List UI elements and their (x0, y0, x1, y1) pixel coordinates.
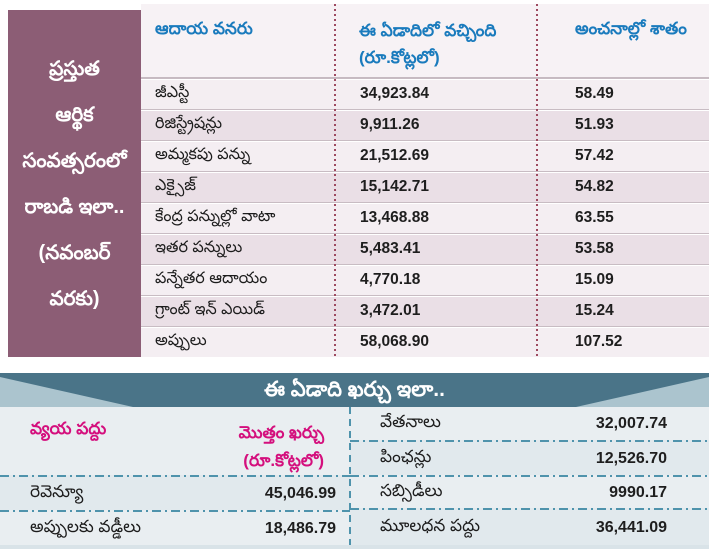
row-amount: 13,468.88 (360, 209, 429, 226)
column-header-received: ఈ ఏడాదిలో వచ్చింది (రూ.కోట్లలో) (335, 4, 537, 77)
sidebar-line: (నవంబర్ (38, 241, 111, 264)
row-value: 18,486.79 (264, 519, 336, 537)
expenditure-left-half: వ్యయ పద్దు మొత్తం ఖర్చు (రూ.కోట్లలో) రెవ… (0, 407, 350, 545)
expenditure-table-body: వ్యయ పద్దు మొత్తం ఖర్చు (రూ.కోట్లలో) రెవ… (0, 407, 709, 545)
table-row: సబ్సిడీలు 9990.17 (350, 477, 709, 508)
row-amount: 21,512.69 (360, 147, 429, 164)
row-percent: 57.42 (575, 147, 614, 164)
row-value: 12,526.70 (595, 449, 667, 467)
row-percent: 63.55 (575, 209, 614, 226)
row-amount: 4,770.18 (360, 271, 421, 288)
row-percent: 53.58 (575, 240, 614, 257)
column-header-received-line1: ఈ ఏడాదిలో వచ్చింది (359, 21, 497, 40)
row-label: కేంద్ర పన్నుల్లో వాటా (155, 208, 276, 225)
revenue-table-content: ఆదాయ వనరు ఈ ఏడాదిలో వచ్చింది (రూ.కోట్లలో… (141, 4, 709, 357)
row-label: పన్నేతర ఆదాయం (155, 270, 268, 287)
column-header-total: మొత్తం ఖర్చు (రూ.కోట్లలో) (239, 407, 350, 475)
row-label: ఎక్సైజ్ (155, 177, 196, 194)
table-row: గ్రాంట్ ఇన్ ఎయిడ్ 3,472.01 15.24 (141, 295, 709, 326)
row-amount: 3,472.01 (360, 302, 421, 319)
table-row: అమ్మకపు పన్ను 21,512.69 57.42 (141, 140, 709, 171)
row-label: అమ్మకపు పన్ను (155, 146, 251, 163)
row-label: అప్పులు (155, 332, 207, 349)
dashdot-separator (0, 510, 350, 512)
table-row: రిజిస్ట్రేషన్లు 9,911.26 51.93 (141, 109, 709, 140)
sidebar-line: ఆర్థిక (55, 103, 94, 126)
row-label: పింఛన్లు (380, 446, 432, 466)
expenditure-left-header: వ్యయ పద్దు మొత్తం ఖర్చు (రూ.కోట్లలో) (0, 407, 350, 475)
sidebar-line: వరకు) (49, 287, 100, 310)
row-value: 32,007.74 (595, 414, 667, 432)
table-row: పింఛన్లు 12,526.70 (350, 442, 709, 475)
expenditure-right-half: వేతనాలు 32,007.74 పింఛన్లు 12,526.70 సబ్… (350, 407, 709, 545)
revenue-sidebar: ప్రస్తుత ఆర్థిక సంవత్సరంలో రాబడి ఇలా.. (… (8, 10, 141, 357)
table-row: ఇతర పన్నులు 5,483.41 53.58 (141, 233, 709, 264)
row-percent: 51.93 (575, 116, 614, 133)
bottom-edge-strip (0, 545, 709, 549)
dotted-column-separator (536, 4, 538, 357)
row-label: ఇతర పన్నులు (155, 239, 243, 256)
column-header-total-unit: (రూ.కోట్లలో) (243, 451, 324, 470)
row-amount: 58,068.90 (360, 333, 429, 350)
row-value: 9990.17 (609, 483, 667, 501)
dashed-column-separator (349, 407, 351, 545)
row-amount: 9,911.26 (360, 116, 420, 133)
row-percent: 107.52 (575, 333, 623, 350)
table-row: అప్పులకు వడ్డీలు 18,486.79 (0, 512, 350, 545)
column-header-percent: అంచనాల్లో శాతం (575, 19, 687, 38)
row-label: అప్పులకు వడ్డీలు (30, 516, 142, 536)
table-row: జీఎస్టీ 34,923.84 58.49 (141, 78, 709, 109)
row-amount: 15,142.71 (360, 178, 429, 195)
dotted-column-separator (334, 4, 336, 357)
dashdot-separator (350, 475, 709, 477)
column-header-head: వ్యయ పద్దు (30, 419, 107, 438)
column-header-total-line1: మొత్తం ఖర్చు (238, 423, 324, 442)
sidebar-line: సంవత్సరంలో (22, 149, 127, 172)
dashdot-separator (350, 508, 709, 510)
row-percent: 15.24 (575, 302, 614, 319)
row-label: సబ్సిడీలు (380, 480, 443, 500)
row-amount: 34,923.84 (360, 85, 429, 102)
row-percent: 58.49 (575, 85, 614, 102)
table-row: పన్నేతర ఆదాయం 4,770.18 15.09 (141, 264, 709, 295)
row-label: గ్రాంట్ ఇన్ ఎయిడ్ (155, 301, 265, 318)
row-label: వేతనాలు (380, 411, 441, 431)
row-label: జీఎస్టీ (155, 84, 190, 101)
dashdot-separator (0, 475, 350, 477)
dashdot-separator (350, 440, 709, 442)
row-label: రిజిస్ట్రేషన్లు (155, 115, 223, 132)
table-row: రెవెన్యూ 45,046.99 (0, 477, 350, 510)
expenditure-banner: ఈ ఏడాది ఖర్చు ఇలా.. (0, 373, 709, 407)
expenditure-title: ఈ ఏడాది ఖర్చు ఇలా.. (264, 378, 445, 401)
table-row: కేంద్ర పన్నుల్లో వాటా 13,468.88 63.55 (141, 202, 709, 233)
row-percent: 54.82 (575, 178, 614, 195)
row-amount: 5,483.41 (360, 240, 421, 257)
sidebar-line: రాబడి ఇలా.. (24, 195, 125, 218)
revenue-table-header: ఆదాయ వనరు ఈ ఏడాదిలో వచ్చింది (రూ.కోట్లలో… (141, 4, 709, 78)
row-label: మూలధన పద్దు (380, 515, 481, 535)
column-header-received-unit: (రూ.కోట్లలో) (359, 48, 440, 67)
table-row: అప్పులు 58,068.90 107.52 (141, 326, 709, 357)
table-row: మూలధన పద్దు 36,441.09 (350, 510, 709, 545)
expenditure-table: ఈ ఏడాది ఖర్చు ఇలా.. వ్యయ పద్దు మొత్తం ఖర… (0, 373, 709, 549)
table-row: వేతనాలు 32,007.74 (350, 407, 709, 440)
column-header-source: ఆదాయ వనరు (155, 19, 253, 38)
sidebar-line: ప్రస్తుత (49, 57, 100, 80)
row-label: రెవెన్యూ (30, 481, 84, 501)
revenue-table: ప్రస్తుత ఆర్థిక సంవత్సరంలో రాబడి ఇలా.. (… (8, 4, 709, 357)
row-value: 45,046.99 (264, 484, 336, 502)
table-row: ఎక్సైజ్ 15,142.71 54.82 (141, 171, 709, 202)
row-value: 36,441.09 (595, 518, 667, 536)
row-percent: 15.09 (575, 271, 614, 288)
